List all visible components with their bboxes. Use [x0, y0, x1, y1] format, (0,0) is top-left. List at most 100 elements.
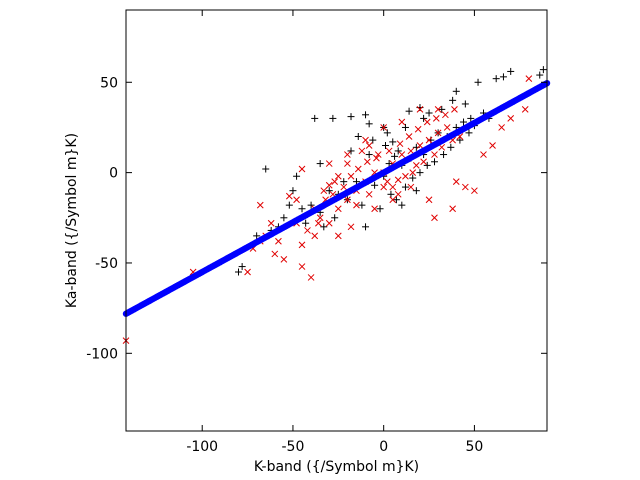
- data-point-plus: [385, 160, 393, 168]
- data-point-x: [385, 147, 393, 155]
- y-tick-label: -100: [86, 346, 118, 362]
- data-point-plus: [467, 114, 475, 122]
- data-point-plus: [253, 232, 261, 240]
- data-point-plus: [383, 129, 391, 137]
- data-point-plus: [438, 105, 446, 113]
- data-point-x: [314, 219, 322, 227]
- data-point-plus: [331, 214, 339, 222]
- data-point-x: [344, 196, 351, 204]
- y-tick-label: -50: [95, 256, 118, 272]
- data-point-plus: [307, 201, 315, 209]
- data-point-x: [461, 183, 469, 191]
- axis-ticks: -100 -50 0 50 -100 -50 0 50: [86, 10, 547, 455]
- data-point-x: [280, 255, 288, 263]
- data-point-x: [256, 201, 264, 209]
- data-point-x: [407, 147, 415, 155]
- data-point-plus: [398, 201, 406, 209]
- data-point-x: [432, 115, 440, 122]
- x-tick-label: 0: [379, 439, 388, 455]
- data-point-plus: [401, 123, 409, 131]
- data-point-plus: [465, 129, 473, 137]
- data-point-plus: [420, 114, 428, 122]
- data-point-x: [304, 227, 311, 234]
- data-point-x: [325, 181, 333, 189]
- data-point-x: [365, 142, 373, 149]
- data-point-plus: [376, 205, 384, 213]
- data-point-x: [354, 165, 362, 173]
- data-point-plus: [389, 138, 397, 146]
- y-tick-label: 50: [100, 75, 118, 91]
- data-point-x: [442, 111, 449, 119]
- data-point-plus: [536, 71, 544, 79]
- plot-frame: [125, 9, 548, 432]
- data-point-plus: [362, 111, 370, 119]
- data-point-x: [434, 129, 442, 137]
- data-point-x: [471, 187, 478, 195]
- data-point-plus: [302, 219, 310, 227]
- x-tick-label: -50: [282, 439, 305, 455]
- data-point-plus: [347, 113, 355, 121]
- data-point-x: [431, 151, 438, 158]
- data-point-plus: [394, 147, 402, 155]
- data-point-x: [267, 219, 275, 227]
- x-tick-label: -100: [186, 439, 218, 455]
- data-point-x: [344, 151, 351, 158]
- data-point-plus: [387, 190, 395, 198]
- data-point-x: [525, 75, 533, 83]
- data-point-x: [334, 205, 342, 213]
- series-blue-dots: [122, 79, 551, 317]
- data-point-x: [373, 154, 380, 162]
- y-axis-label: Ka-band ({/Symbol m}K): [64, 133, 80, 308]
- data-point-plus: [416, 169, 424, 177]
- data-point-x: [394, 190, 402, 198]
- data-point-plus: [311, 114, 319, 122]
- data-point-x: [480, 151, 487, 158]
- data-point-plus: [452, 87, 460, 95]
- data-point-plus: [440, 151, 448, 159]
- data-point-x: [358, 147, 366, 155]
- data-point-plus: [316, 160, 324, 168]
- data-point-plus: [369, 136, 377, 144]
- data-point-x: [416, 106, 424, 113]
- data-point-x: [498, 124, 505, 131]
- data-point-x: [353, 201, 360, 209]
- data-point-plus: [460, 118, 468, 126]
- data-point-plus: [298, 205, 306, 213]
- data-point-x: [293, 196, 300, 204]
- data-point-x: [334, 172, 342, 180]
- data-point-plus: [354, 132, 362, 140]
- data-point-x: [271, 250, 279, 258]
- data-point-plus: [499, 73, 507, 81]
- data-point-plus: [430, 158, 438, 166]
- data-point-x: [347, 172, 355, 180]
- data-point-plus: [461, 100, 469, 108]
- data-point-x: [298, 263, 306, 270]
- data-point-x: [451, 106, 458, 113]
- data-point-x: [398, 118, 406, 126]
- data-point-x: [365, 190, 373, 198]
- data-point-x: [402, 172, 409, 180]
- data-point-x: [320, 187, 328, 195]
- data-point-x: [275, 237, 282, 245]
- data-point-plus: [285, 201, 293, 209]
- data-point-plus: [492, 75, 500, 83]
- data-point-plus: [358, 201, 366, 209]
- data-point-x: [325, 219, 333, 227]
- data-point-x: [383, 178, 391, 186]
- data-point-plus: [340, 178, 348, 186]
- data-point-x: [394, 176, 402, 184]
- data-point-x: [307, 274, 315, 281]
- x-axis-label: K-band ({/Symbol m}K): [254, 459, 419, 475]
- data-point-x: [363, 158, 371, 166]
- data-point-x: [396, 140, 404, 148]
- data-point-plus: [425, 109, 433, 117]
- data-point-x: [449, 205, 456, 213]
- data-point-plus: [329, 114, 337, 122]
- data-point-plus: [320, 223, 328, 231]
- data-point-plus: [238, 263, 246, 271]
- data-point-plus: [412, 187, 420, 195]
- data-point-x: [434, 106, 442, 113]
- data-point-x: [334, 232, 342, 240]
- data-point-x: [380, 183, 388, 191]
- data-point-plus: [280, 214, 288, 222]
